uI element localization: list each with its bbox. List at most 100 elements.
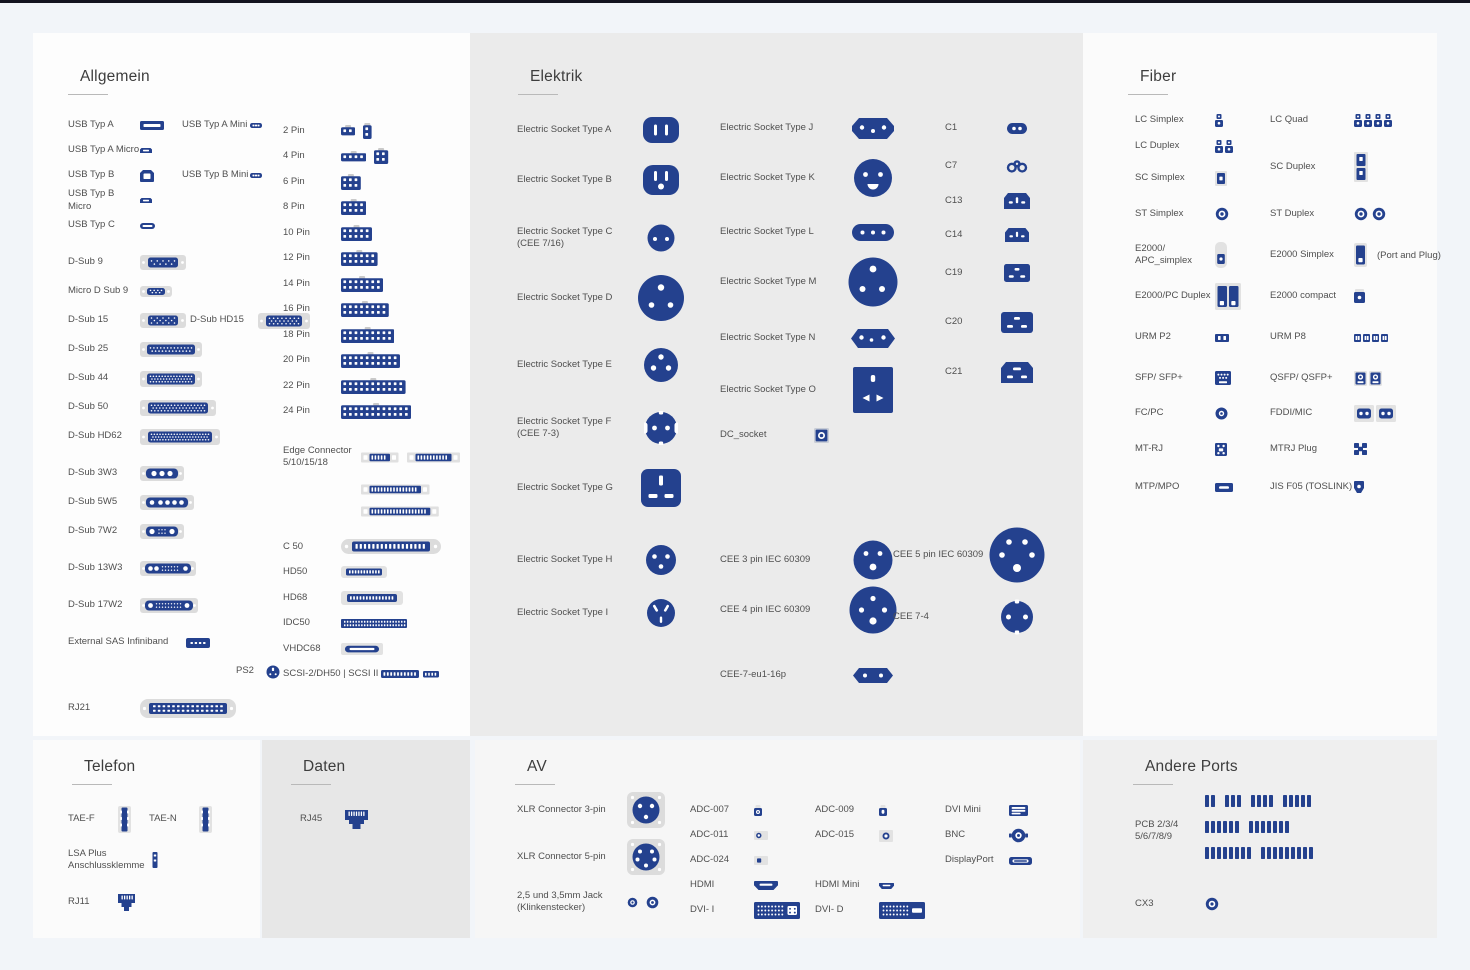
item-row: LC Duplex	[1135, 135, 1267, 157]
pin24-icon	[341, 403, 412, 420]
item-icons	[341, 590, 403, 605]
item-cell: D-Sub HD15	[186, 312, 310, 329]
item-icons	[838, 586, 908, 634]
item-row: ADC-007	[690, 798, 812, 823]
socket-c-icon	[647, 224, 675, 252]
tae-icon	[118, 805, 131, 833]
item-label: ADC-011	[690, 829, 729, 841]
item-label: D-Sub 13W3	[68, 562, 123, 574]
item-cell: D-Sub HD62	[68, 428, 220, 445]
item-row: 6 Pin	[283, 169, 470, 195]
item-cell: Electric Socket Type D	[517, 275, 693, 321]
item-icons	[1215, 371, 1231, 385]
qsfp-icon	[1354, 370, 1382, 386]
dvi-mini-icon	[1009, 805, 1028, 816]
item-label: D-Sub 7W2	[68, 525, 118, 537]
usb-b-icon	[140, 169, 154, 182]
edge15-icon	[361, 483, 430, 496]
socket-j-icon	[852, 117, 894, 139]
item-cell: RJ11	[68, 893, 135, 911]
dc-socket-icon	[813, 427, 829, 443]
item-row: HDMI Mini	[815, 873, 937, 898]
item-icons	[838, 328, 908, 348]
item-icons	[341, 566, 387, 579]
item-cell: DisplayPort	[945, 854, 1032, 866]
edge18-icon	[361, 505, 439, 518]
item-row: IDC50	[283, 611, 470, 637]
item-label: SC Simplex	[1135, 171, 1185, 183]
item-icons	[140, 121, 178, 130]
socket-g-icon	[641, 469, 681, 507]
item-cell: FDDI/MIC	[1270, 404, 1396, 422]
item-row: D-Sub 13W3	[68, 554, 330, 583]
item-label: DVI Mini	[945, 804, 981, 816]
item-row: 4 Pin	[283, 144, 470, 170]
item-cell: 4 Pin	[283, 148, 389, 165]
toslink-icon	[1354, 481, 1364, 493]
dsub3w3-icon	[140, 466, 184, 481]
item-label: XLR Connector 3-pin	[517, 803, 606, 815]
item-icons	[629, 544, 693, 576]
item-label: USB Typ A Mini	[182, 119, 248, 131]
item-icons	[987, 264, 1047, 282]
item-row: E2000 compact	[1270, 281, 1437, 311]
telefon-column-1: TAE-F TAE-N LSA Plus Anschlussklemme RJ11	[68, 800, 258, 922]
item-row: D-Sub 7W2	[68, 517, 330, 546]
item-label: MTP/MPO	[1135, 480, 1180, 492]
dvi-d-icon	[879, 902, 925, 919]
item-cell: USB Typ A	[68, 119, 178, 131]
item-cell: C21	[945, 361, 1047, 383]
item-row	[815, 848, 937, 873]
item-icons	[345, 809, 368, 829]
item-cell: D-Sub 50	[68, 399, 216, 416]
item-label: Electric Socket Type G	[517, 481, 613, 493]
e2000-compact-icon	[1354, 289, 1365, 303]
item-label: LC Quad	[1270, 113, 1309, 125]
displayport-icon	[1009, 856, 1032, 865]
dsub9-icon	[140, 255, 186, 270]
cee7eu-icon	[853, 667, 893, 683]
pin14-icon	[341, 275, 384, 292]
item-label: E2000 Simplex	[1270, 248, 1334, 260]
adc015-icon	[879, 829, 893, 842]
socket-l-icon	[852, 223, 894, 241]
item-cell: D-Sub 3W3	[68, 466, 184, 481]
item-icons	[1354, 207, 1386, 221]
scsi2-icon	[381, 670, 439, 679]
pin22-icon	[341, 377, 406, 394]
item-row: VHDC68	[283, 636, 470, 662]
elektrik-column-2: Electric Socket Type J Electric Socket Ty…	[720, 105, 1040, 695]
item-label: Electric Socket Type D	[517, 291, 613, 303]
item-cell	[361, 505, 439, 518]
item-row: ADC-024	[690, 848, 812, 873]
urm-p2-icon	[1215, 333, 1229, 342]
item-row: DC_socket	[720, 409, 1040, 461]
pin2v-icon	[363, 122, 372, 139]
item-row: DVI- I	[690, 898, 812, 923]
item-cell: LC Simplex	[1135, 113, 1223, 127]
item-cell: C1	[945, 122, 1047, 134]
item-icons	[838, 117, 908, 139]
elektrik-column-1: Electric Socket Type A Electric Socket Ty…	[517, 103, 757, 633]
dsub7w2-icon	[140, 524, 184, 539]
item-row: C13	[945, 181, 1080, 221]
item-cell: Electric Socket Type G	[517, 469, 693, 507]
item-label: D-Sub 15	[68, 314, 109, 326]
item-label: QSFP/ QSFP+	[1270, 371, 1333, 383]
item-label: RJ45	[300, 812, 323, 824]
item-cell: ST Duplex	[1270, 207, 1386, 221]
item-label: ST Simplex	[1135, 207, 1184, 219]
item-label: XLR Connector 5-pin	[517, 850, 606, 862]
item-label: USB Typ B Micro	[68, 188, 115, 212]
socket-o-icon	[853, 367, 893, 413]
c13-icon	[1004, 193, 1030, 209]
item-row: URM P2	[1135, 311, 1267, 363]
item-label: LC Duplex	[1135, 139, 1180, 151]
item-label: D-Sub 44	[68, 372, 109, 384]
item-row: Electric Socket Type G	[517, 449, 757, 527]
item-row: CEE 3 pin IEC 60309	[720, 531, 1040, 589]
item-cell: JIS F05 (TOSLINK)	[1270, 481, 1364, 493]
item-label: D-Sub 50	[68, 401, 109, 413]
socket-f-icon	[644, 411, 678, 445]
item-label: 8 Pin	[283, 201, 305, 213]
